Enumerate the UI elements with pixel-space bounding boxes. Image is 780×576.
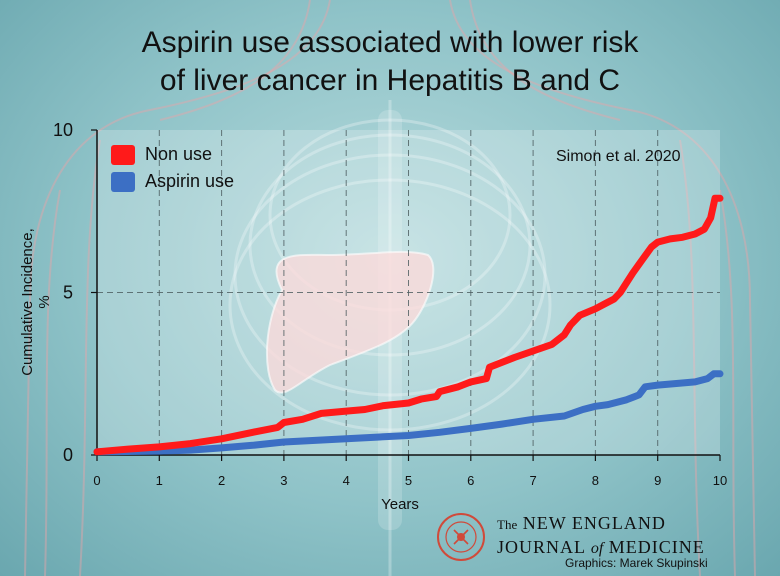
y-tick-label: 0 (63, 445, 73, 465)
chart-title-line2: of liver cancer in Hepatitis B and C (159, 64, 621, 97)
axes (91, 129, 721, 461)
x-tick-label: 10 (713, 473, 727, 488)
y-tick-label: 5 (63, 283, 73, 303)
liver-illustration (266, 250, 435, 394)
journal-line2-of: of (590, 540, 604, 557)
x-tick-label: 1 (156, 473, 163, 488)
x-tick-label: 3 (280, 473, 287, 488)
x-tick-label: 4 (343, 473, 350, 488)
nejm-seal-logo (437, 513, 485, 561)
x-axis-label: Years (381, 496, 419, 513)
legend-swatch-aspirin-use (111, 172, 135, 192)
source-note: Simon et al. 2020 (556, 148, 681, 165)
x-tick-label: 2 (218, 473, 225, 488)
legend-label-aspirin-use: Aspirin use (145, 171, 235, 191)
x-tick-label: 6 (467, 473, 474, 488)
journal-line2-a: JOURNAL (497, 537, 586, 557)
series-line-non-use (93, 194, 724, 456)
chart-title: Aspirin use associated with lower risk o… (0, 24, 780, 100)
legend-swatch-non-use (111, 145, 135, 165)
journal-prefix: The (497, 517, 518, 532)
x-tick-label: 9 (654, 473, 661, 488)
series-line-aspirin-use (93, 370, 724, 456)
tick-labels: 0 1 2 3 4 5 6 7 8 9 10 0 5 10 (53, 120, 727, 488)
journal-name: The NEW ENGLAND JOURNAL of MEDICINE (497, 512, 705, 560)
y-tick-label: 10 (53, 120, 73, 140)
data-lines (93, 194, 724, 456)
chart-title-line1: Aspirin use associated with lower risk (141, 26, 639, 59)
x-tick-label: 0 (93, 473, 100, 488)
y-axis-label: Cumulative Incidence, % (19, 228, 53, 376)
x-tick-label: 8 (592, 473, 599, 488)
graphics-credit: Graphics: Marek Skupinski (565, 556, 708, 570)
journal-line1: NEW ENGLAND (522, 513, 666, 533)
journal-line2-b: MEDICINE (608, 537, 705, 557)
x-tick-label: 7 (529, 473, 536, 488)
legend-label-non-use: Non use (145, 144, 213, 164)
x-tick-label: 5 (405, 473, 412, 488)
